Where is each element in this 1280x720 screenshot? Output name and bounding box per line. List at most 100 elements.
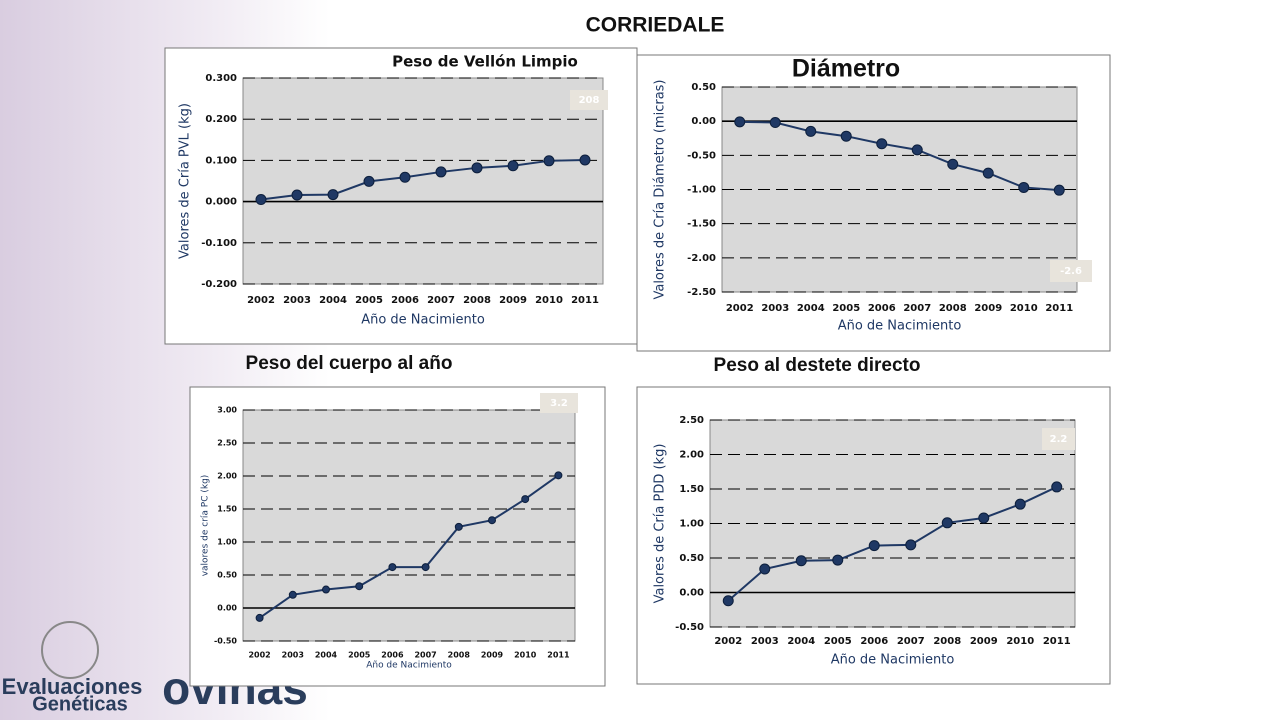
- series-line: [727, 486, 1058, 602]
- y-tick-label: -0.50: [214, 637, 237, 646]
- data-point: [507, 160, 519, 172]
- annotation: 2.2: [1050, 434, 1068, 445]
- data-point: [769, 117, 781, 129]
- y-tick-label: -2.00: [687, 253, 716, 264]
- logo-line1: Evaluaciones: [2, 674, 143, 699]
- y-tick-label: 0.200: [205, 114, 237, 125]
- data-point: [288, 590, 297, 599]
- x-tick-label: 2011: [547, 651, 570, 660]
- x-tick-label: 2005: [355, 295, 383, 306]
- data-point: [911, 144, 923, 156]
- chart: Peso al destete directo -0.50 0.00 0.50 1.00…: [636, 355, 1111, 685]
- data-point: [355, 582, 364, 591]
- x-tick-label: 2004: [319, 295, 347, 306]
- annotation: -2.6: [1060, 266, 1082, 277]
- data-point: [322, 585, 330, 594]
- annotation-box: [1050, 260, 1092, 282]
- data-point: [722, 595, 734, 607]
- x-tick-label: 2011: [1043, 636, 1071, 647]
- data-point: [868, 540, 880, 552]
- x-tick-label: 2007: [414, 651, 436, 660]
- x-tick-label: 2008: [933, 636, 961, 647]
- data-point: [421, 563, 430, 572]
- x-tick-label: 2002: [726, 303, 754, 314]
- x-tick-label: 2006: [381, 651, 404, 660]
- x-tick-label: 2007: [427, 295, 455, 306]
- x-tick-label: 2009: [499, 295, 527, 306]
- data-point: [363, 175, 375, 187]
- series-line: [260, 158, 586, 201]
- plot-area: [242, 409, 576, 642]
- data-point: [805, 125, 817, 137]
- data-point: [1053, 184, 1065, 196]
- x-tick-label: 2008: [463, 295, 491, 306]
- data-point: [543, 155, 555, 167]
- x-tick-label: 2005: [824, 636, 852, 647]
- data-point: [435, 166, 447, 178]
- slide-title: CORRIEDALE: [586, 14, 725, 37]
- data-point: [905, 539, 917, 551]
- y-tick-label: -0.100: [201, 238, 237, 249]
- y-tick-label: 0.000: [205, 197, 237, 208]
- x-tick-label: 2010: [1010, 303, 1038, 314]
- y-axis-label: Valores de Cría Diámetro (micras): [653, 79, 668, 299]
- x-axis-label: Año de Nacimiento: [838, 319, 962, 334]
- data-point: [1018, 181, 1030, 193]
- x-tick-label: 2003: [282, 651, 304, 660]
- logo-seal: [41, 621, 99, 679]
- series-line: [739, 120, 1060, 192]
- y-tick-label: 2.50: [679, 415, 704, 426]
- x-tick-label: 2002: [248, 651, 270, 660]
- x-tick-label: 2005: [348, 651, 371, 660]
- data-point: [876, 138, 888, 150]
- data-point: [255, 613, 264, 622]
- data-point: [947, 158, 959, 170]
- chart-title: Diámetro: [792, 55, 900, 83]
- annotation-box: [1042, 428, 1075, 450]
- chart: Peso del cuerpo al año -0.50 0.00 0.50 1.00 1…: [189, 353, 606, 687]
- x-tick-label: 2007: [897, 636, 925, 647]
- y-tick-label: -0.200: [201, 279, 237, 290]
- chart: Peso de Vellón Limpio -0.200 -0.100 0.000 0.…: [164, 47, 638, 345]
- y-tick-label: -1.50: [687, 219, 716, 230]
- y-tick-label: -1.00: [687, 185, 716, 196]
- data-point: [795, 555, 807, 567]
- y-tick-label: 0.50: [217, 571, 237, 580]
- data-point: [941, 517, 953, 529]
- data-point: [454, 522, 463, 531]
- x-tick-label: 2003: [751, 636, 779, 647]
- x-tick-label: 2003: [283, 295, 311, 306]
- chart-title: Peso del cuerpo al año: [246, 353, 453, 374]
- data-point: [255, 194, 267, 206]
- x-tick-label: 2009: [970, 636, 998, 647]
- chart-title: Peso de Vellón Limpio: [392, 53, 578, 71]
- data-point: [1051, 481, 1063, 493]
- annotation: 208: [579, 95, 600, 106]
- y-tick-label: -0.50: [687, 150, 716, 161]
- annotation-box: [540, 393, 578, 413]
- x-tick-label: 2009: [974, 303, 1002, 314]
- y-tick-label: 0.00: [217, 604, 237, 613]
- x-axis-label: Año de Nacimiento: [366, 661, 452, 671]
- x-tick-label: 2007: [903, 303, 931, 314]
- x-tick-label: 2011: [571, 295, 599, 306]
- y-tick-label: 3.00: [217, 406, 237, 415]
- series-line: [259, 474, 559, 619]
- data-point: [399, 171, 411, 183]
- x-tick-label: 2004: [315, 651, 338, 660]
- data-point: [832, 554, 844, 566]
- y-axis-label: valores de cría PC (kg): [201, 475, 211, 577]
- data-point: [982, 167, 994, 179]
- data-point: [759, 563, 771, 575]
- y-tick-label: 0.00: [679, 588, 704, 599]
- data-point: [734, 116, 746, 128]
- x-tick-label: 2004: [797, 303, 825, 314]
- x-tick-label: 2006: [860, 636, 888, 647]
- x-tick-label: 2002: [247, 295, 275, 306]
- x-tick-label: 2003: [761, 303, 789, 314]
- y-tick-label: 2.00: [679, 450, 704, 461]
- annotation: 3.2: [550, 398, 568, 409]
- data-point: [554, 471, 563, 480]
- x-tick-label: 2010: [1006, 636, 1034, 647]
